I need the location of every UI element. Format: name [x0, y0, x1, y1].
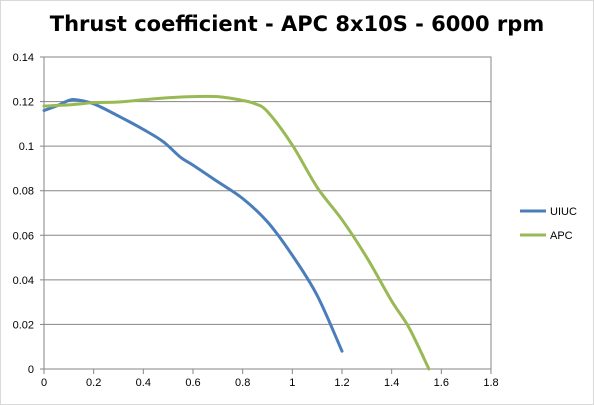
x-tick-label: 0.6	[185, 377, 200, 389]
legend: UIUC APC	[520, 206, 577, 242]
series-lines	[42, 94, 431, 371]
x-tick-label: 0	[41, 377, 47, 389]
x-tick-label: 1.4	[384, 377, 399, 389]
x-tick-label: 0.4	[136, 377, 151, 389]
series-line-uiuc	[42, 97, 344, 353]
y-tick-label: 0.1	[19, 141, 34, 153]
grid-lines	[44, 56, 491, 325]
legend-label-uiuc: UIUC	[550, 206, 577, 218]
y-tick-label: 0.04	[13, 275, 34, 287]
x-tick-label: 1.6	[434, 377, 449, 389]
y-tick-label: 0	[28, 364, 34, 376]
plot-area	[43, 56, 492, 370]
x-tick-label: 0.2	[86, 377, 101, 389]
x-tick-label: 1.8	[483, 377, 498, 389]
x-tick-label: 1	[289, 377, 295, 389]
y-tick-label: 0.02	[13, 319, 34, 331]
x-tick-label: 1.2	[334, 377, 349, 389]
y-tick-label: 0.14	[13, 52, 34, 64]
y-tick-label: 0.12	[13, 97, 34, 109]
x-tick-label: 0.8	[235, 377, 250, 389]
legend-label-apc: APC	[550, 230, 573, 242]
chart-title: Thrust coefficient - APC 8x10S - 6000 rp…	[49, 12, 545, 36]
axes: 0 0.02 0.04 0.06 0.08 0.1 0.12 0.14 0 0.2 0.4 0.6 0.…	[13, 52, 499, 389]
series-line-apc	[42, 94, 431, 371]
y-tick-label: 0.06	[13, 230, 34, 242]
y-tick-label: 0.08	[13, 186, 34, 198]
